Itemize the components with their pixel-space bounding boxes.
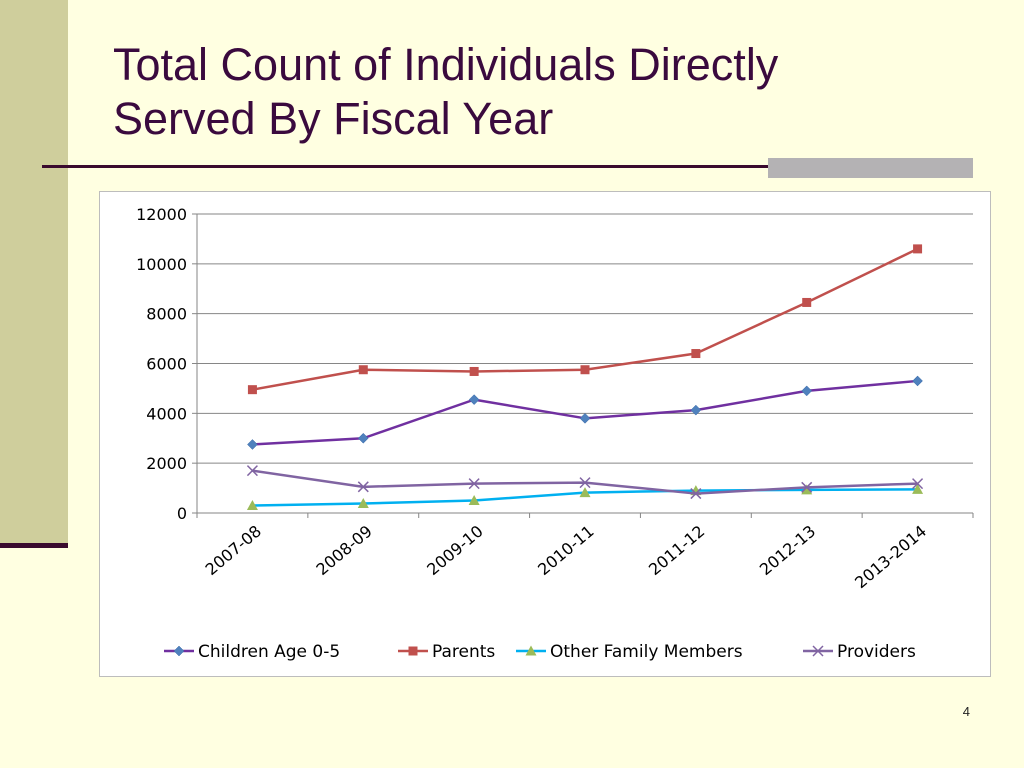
series-2-point — [357, 498, 369, 509]
y-tick-label: 10000 — [136, 255, 187, 274]
series-3-point-stroke — [912, 478, 924, 490]
series-3-point-stroke — [801, 481, 813, 493]
y-tick-label: 6000 — [146, 355, 187, 374]
title-divider — [42, 165, 973, 168]
title-accent-block — [768, 158, 973, 178]
sidebar-band — [0, 0, 68, 545]
series-0-point — [247, 439, 258, 450]
legend-label: Parents — [432, 642, 495, 662]
series-3-point — [579, 477, 591, 489]
slide-title-line-2: Served By Fiscal Year — [113, 93, 554, 144]
series-3-point — [690, 488, 702, 500]
series-1-point — [802, 297, 812, 307]
series-0-point — [801, 385, 813, 397]
x-tick-label: 2008-09 — [312, 522, 375, 580]
series-2-point — [246, 500, 258, 511]
chart-frame: 0 2000 4000 6000 8000 10000 12000 2007-08 2008-0… — [99, 191, 991, 677]
series-3-point — [801, 481, 813, 493]
x-tick-label: 2010-11 — [534, 522, 597, 580]
series-3-point — [912, 478, 924, 490]
slide-title-line-1: Total Count of Individuals Directly — [113, 39, 779, 90]
series-1-point — [913, 244, 923, 254]
legend-marker-1 — [408, 646, 418, 656]
y-tick-label: 12000 — [136, 205, 187, 224]
series-3-point — [246, 465, 258, 477]
series-3-point-stroke — [357, 481, 369, 493]
x-tick-label: 2012-13 — [756, 522, 819, 580]
series-2-point — [468, 495, 480, 506]
legend-marker-2 — [525, 645, 537, 656]
series-3-point — [468, 478, 480, 490]
y-tick-label: 2000 — [146, 454, 187, 473]
series-1-point — [358, 365, 368, 375]
series-2-point — [912, 483, 924, 494]
series-2-point — [579, 487, 591, 498]
line-chart: 0 2000 4000 6000 8000 10000 12000 2007-08 2008-0… — [136, 205, 974, 662]
y-tick-label: 4000 — [146, 404, 187, 423]
series-1-point — [247, 385, 257, 395]
series-1-point — [691, 349, 701, 359]
legend-marker-0 — [173, 645, 185, 657]
series-3-point — [357, 481, 369, 493]
legend-marker-3-stroke — [812, 645, 824, 657]
legend-marker-3 — [812, 645, 824, 657]
series-3-point-stroke — [579, 477, 591, 489]
x-tick-label: 2009-10 — [423, 522, 486, 580]
series-0-point — [690, 404, 702, 416]
series-1-point — [580, 365, 590, 375]
slide-title: Total Count of Individuals Directly Serv… — [113, 38, 973, 146]
series-line-0 — [252, 379, 918, 446]
series-0-point — [912, 375, 923, 387]
page-number: 4 — [962, 704, 970, 719]
legend-label: Children Age 0-5 — [198, 642, 340, 662]
x-tick-label: 2011-12 — [645, 522, 708, 580]
x-tick-label: 2013-2014 — [851, 522, 930, 593]
series-2-point — [801, 484, 813, 495]
series-3-point-stroke — [468, 478, 480, 490]
y-tick-label: 0 — [177, 504, 187, 523]
series-0-point — [357, 432, 369, 444]
y-tick-label: 8000 — [146, 305, 187, 324]
legend-label: Providers — [837, 642, 916, 662]
legend-label: Other Family Members — [550, 642, 743, 662]
x-tick-label: 2007-08 — [202, 522, 265, 580]
series-0-point — [468, 394, 480, 405]
series-0-point — [579, 412, 591, 424]
series-3-point-stroke — [246, 465, 258, 477]
series-1-point — [469, 366, 479, 376]
series-3-point-stroke — [690, 488, 702, 500]
sidebar-band-cap — [0, 543, 68, 548]
